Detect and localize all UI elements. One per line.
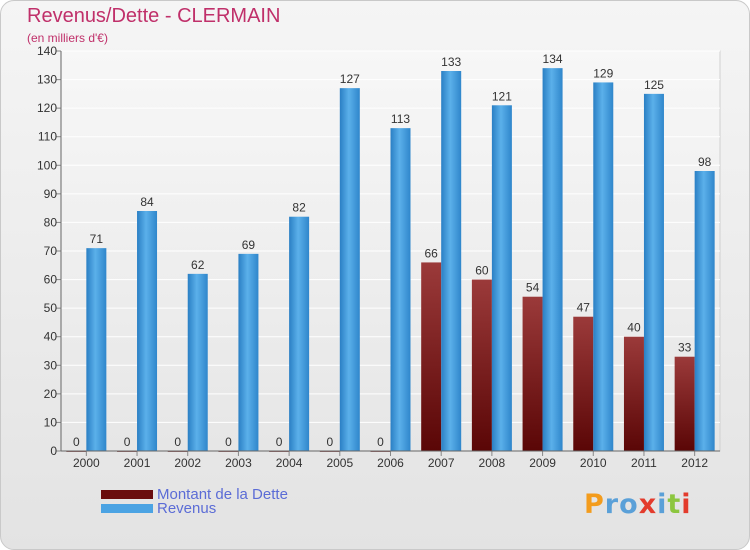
x-tick-label: 2000 bbox=[73, 456, 100, 470]
bar-revenus bbox=[339, 88, 360, 452]
data-label-dette: 0 bbox=[124, 435, 131, 449]
bar-revenus bbox=[86, 248, 107, 451]
data-label-revenus: 113 bbox=[391, 112, 410, 126]
bar-dette bbox=[522, 296, 543, 451]
bar-revenus bbox=[289, 216, 310, 451]
data-label-revenus: 134 bbox=[543, 52, 563, 66]
x-tick-label: 2003 bbox=[225, 456, 252, 470]
y-tick-label: 30 bbox=[44, 358, 58, 372]
bar-revenus bbox=[441, 71, 462, 451]
data-label-dette: 54 bbox=[526, 281, 540, 295]
y-tick-label: 120 bbox=[37, 101, 57, 115]
x-tick-label: 2004 bbox=[276, 456, 303, 470]
data-label-dette: 47 bbox=[577, 301, 591, 315]
y-tick-label: 40 bbox=[44, 330, 58, 344]
y-tick-label: 70 bbox=[44, 244, 58, 258]
x-tick-label: 2008 bbox=[479, 456, 506, 470]
y-tick-label: 100 bbox=[37, 158, 57, 172]
bar-dette bbox=[674, 356, 695, 451]
bar-dette bbox=[421, 262, 442, 451]
y-tick-label: 50 bbox=[44, 301, 58, 315]
data-label-dette: 0 bbox=[174, 435, 181, 449]
legend-swatch-revenus bbox=[101, 503, 153, 513]
bar-dette bbox=[573, 316, 594, 451]
chart-legend: Montant de la Dette Revenus bbox=[101, 485, 288, 517]
y-tick-label: 90 bbox=[44, 187, 58, 201]
data-label-dette: 0 bbox=[225, 435, 232, 449]
legend-label-revenus: Revenus bbox=[157, 499, 217, 517]
data-label-dette: 66 bbox=[425, 246, 439, 260]
data-label-revenus: 82 bbox=[292, 201, 306, 215]
legend-label-dette: Montant de la Dette bbox=[157, 485, 288, 503]
chart-subtitle: (en milliers d'€) bbox=[27, 31, 108, 45]
proxiti-logo: Proxiti bbox=[584, 489, 692, 520]
data-label-revenus: 133 bbox=[441, 55, 461, 69]
y-tick-label: 130 bbox=[37, 73, 57, 87]
data-label-revenus: 125 bbox=[644, 78, 664, 92]
y-tick-label: 80 bbox=[44, 215, 58, 229]
y-tick-label: 110 bbox=[38, 130, 57, 144]
x-tick-label: 2012 bbox=[681, 456, 708, 470]
y-tick-label: 10 bbox=[44, 415, 58, 429]
bar-dette bbox=[623, 336, 644, 451]
x-tick-label: 2006 bbox=[377, 456, 404, 470]
bar-dette bbox=[471, 279, 492, 451]
data-label-revenus: 62 bbox=[191, 258, 205, 272]
data-label-revenus: 121 bbox=[492, 89, 512, 103]
data-label-revenus: 71 bbox=[90, 232, 104, 246]
data-label-dette: 0 bbox=[326, 435, 333, 449]
bar-revenus bbox=[542, 68, 563, 452]
bar-revenus bbox=[390, 128, 411, 451]
data-label-revenus: 129 bbox=[593, 66, 613, 80]
legend-item-revenus: Revenus bbox=[101, 499, 288, 517]
x-tick-label: 2002 bbox=[174, 456, 201, 470]
bar-revenus bbox=[137, 211, 158, 451]
y-tick-label: 20 bbox=[44, 387, 58, 401]
y-tick-label: 140 bbox=[37, 44, 57, 58]
x-tick-label: 2005 bbox=[326, 456, 353, 470]
x-tick-label: 2009 bbox=[529, 456, 556, 470]
x-tick-label: 2001 bbox=[124, 456, 151, 470]
data-label-revenus: 84 bbox=[140, 195, 154, 209]
x-tick-label: 2007 bbox=[428, 456, 455, 470]
legend-swatch-dette bbox=[101, 489, 153, 499]
x-tick-label: 2011 bbox=[631, 456, 657, 470]
data-label-revenus: 69 bbox=[242, 238, 256, 252]
data-label-dette: 0 bbox=[276, 435, 283, 449]
bar-revenus bbox=[694, 171, 715, 451]
data-label-dette: 0 bbox=[377, 435, 384, 449]
data-label-dette: 60 bbox=[475, 264, 489, 278]
data-label-dette: 0 bbox=[73, 435, 80, 449]
bar-revenus bbox=[593, 82, 614, 451]
data-label-dette: 40 bbox=[627, 321, 641, 335]
bar-revenus bbox=[491, 105, 512, 452]
y-tick-label: 0 bbox=[50, 444, 57, 458]
legend-item-dette: Montant de la Dette bbox=[101, 485, 288, 503]
data-label-dette: 33 bbox=[678, 341, 692, 355]
x-tick-label: 2010 bbox=[580, 456, 607, 470]
bar-revenus bbox=[238, 253, 259, 451]
bar-revenus bbox=[643, 93, 664, 451]
chart-title: Revenus/Dette - CLERMAIN bbox=[27, 5, 281, 27]
data-label-revenus: 127 bbox=[340, 72, 360, 86]
y-tick-label: 60 bbox=[44, 273, 58, 287]
data-label-revenus: 98 bbox=[698, 155, 712, 169]
bar-revenus bbox=[187, 273, 208, 451]
